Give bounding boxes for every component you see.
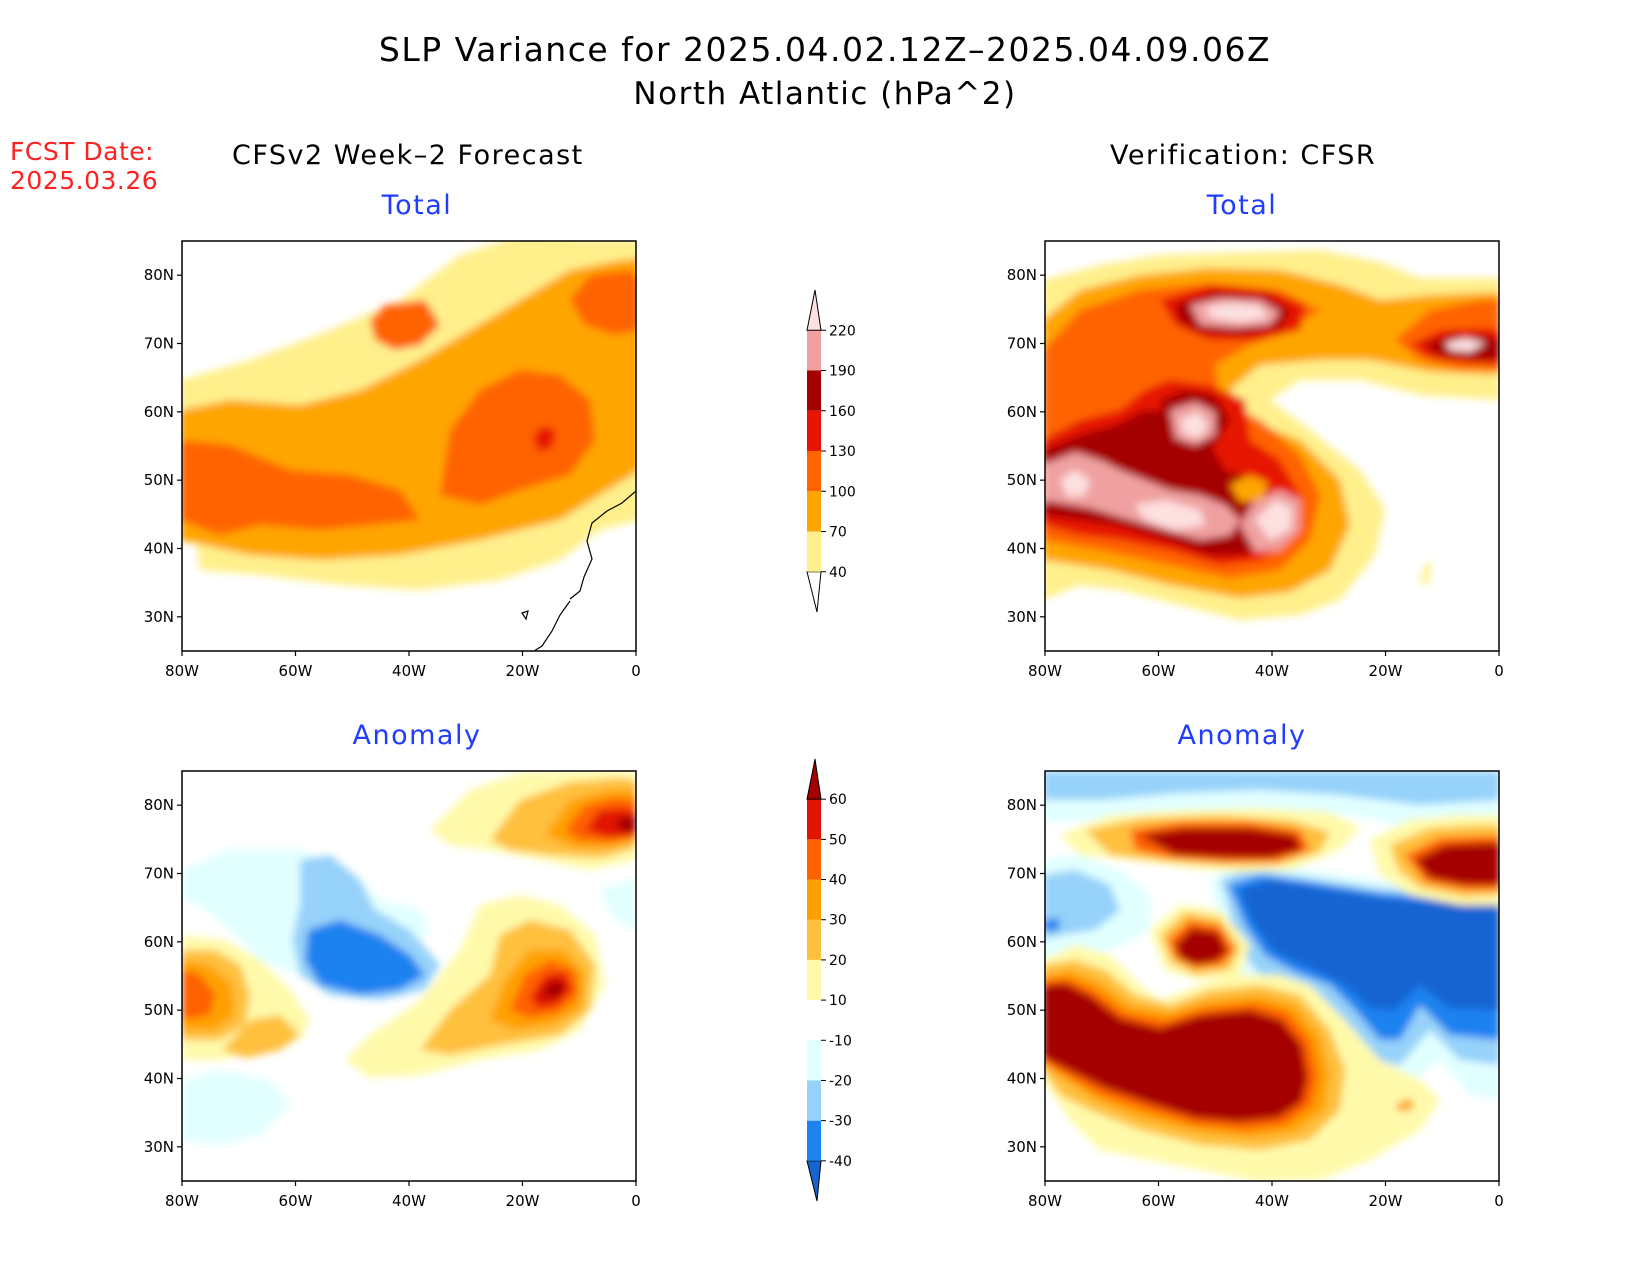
lon-tick-label: 20W bbox=[506, 1192, 540, 1210]
lat-tick-label: 30N bbox=[1007, 1138, 1037, 1156]
colorbar-swatch bbox=[807, 1120, 821, 1161]
colorbar-label: -40 bbox=[829, 1154, 852, 1170]
panel-title-verification-total: Total bbox=[1206, 190, 1278, 221]
lon-tick-label: 60W bbox=[1142, 662, 1176, 680]
forecast-date-label: FCST Date: 2025.03.26 bbox=[10, 137, 158, 195]
lat-tick-label: 70N bbox=[144, 865, 174, 883]
lon-tick-label: 60W bbox=[1142, 1192, 1176, 1210]
colorbar-swatch bbox=[807, 330, 821, 371]
lat-tick-label: 50N bbox=[1007, 1001, 1037, 1019]
lat-tick-label: 40N bbox=[144, 1070, 174, 1088]
lat-tick-label: 40N bbox=[144, 540, 174, 558]
lat-tick-label: 50N bbox=[144, 1001, 174, 1019]
lon-tick-label: 20W bbox=[506, 662, 540, 680]
colorbar-swatch bbox=[807, 959, 821, 1001]
lat-tick-label: 30N bbox=[144, 608, 174, 626]
panel-verification-total bbox=[1044, 240, 1500, 652]
colorbar-swatch bbox=[806, 289, 822, 331]
lat-tick-label: 30N bbox=[1007, 608, 1037, 626]
colorbar-label: 100 bbox=[829, 484, 856, 500]
panel-title-forecast-anomaly: Anomaly bbox=[352, 720, 482, 751]
colorbar-anomaly: -40 -30 -20 -10 10 20 30 40 50 60 bbox=[806, 758, 852, 1202]
colorbar-swatch bbox=[806, 1160, 822, 1202]
colorbar-swatch bbox=[807, 451, 821, 492]
lon-tick-label: 0 bbox=[631, 1192, 641, 1210]
lat-tick-label: 80N bbox=[144, 796, 174, 814]
lon-tick-label: 0 bbox=[1494, 1192, 1504, 1210]
lat-tick-label: 50N bbox=[1007, 471, 1037, 489]
colorbar-total: 40 70 100 130 160 190 220 bbox=[806, 289, 856, 613]
colorbar-label: 190 bbox=[829, 364, 856, 380]
lat-tick-label: 60N bbox=[144, 403, 174, 421]
panel-title-verification-anomaly: Anomaly bbox=[1177, 720, 1307, 751]
lon-tick-label: 80W bbox=[165, 662, 199, 680]
lat-tick-label: 80N bbox=[144, 266, 174, 284]
lon-tick-label: 20W bbox=[1369, 1192, 1403, 1210]
colorbar-swatch bbox=[807, 410, 821, 451]
colorbar-swatch bbox=[807, 799, 821, 840]
colorbar-label: -30 bbox=[829, 1114, 852, 1130]
colorbar-swatch bbox=[807, 370, 821, 411]
main-title: SLP Variance for 2025.04.02.12Z–2025.04.… bbox=[378, 30, 1272, 69]
panel-forecast-total bbox=[181, 240, 637, 652]
colorbar-label: 60 bbox=[829, 792, 847, 808]
lon-tick-label: 40W bbox=[392, 662, 426, 680]
lon-tick-label: 40W bbox=[1255, 662, 1289, 680]
colorbar-label: 160 bbox=[829, 404, 856, 420]
colorbar-swatch bbox=[806, 571, 822, 613]
lat-tick-label: 70N bbox=[1007, 335, 1037, 353]
colorbar-label: -10 bbox=[829, 1033, 852, 1049]
colorbar-swatch bbox=[807, 1000, 821, 1041]
lat-tick-label: 30N bbox=[144, 1138, 174, 1156]
lon-tick-label: 0 bbox=[631, 662, 641, 680]
colorbar-label: 50 bbox=[829, 832, 847, 848]
lat-tick-label: 40N bbox=[1007, 1070, 1037, 1088]
lat-tick-label: 50N bbox=[144, 471, 174, 489]
colorbar-swatch bbox=[807, 879, 821, 920]
lat-tick-label: 60N bbox=[1007, 403, 1037, 421]
lat-tick-label: 80N bbox=[1007, 266, 1037, 284]
lat-tick-label: 40N bbox=[1007, 540, 1037, 558]
lat-tick-label: 70N bbox=[1007, 865, 1037, 883]
lon-tick-label: 40W bbox=[392, 1192, 426, 1210]
colorbar-swatch bbox=[807, 491, 821, 532]
colorbar-label: 20 bbox=[829, 953, 847, 969]
lon-tick-label: 60W bbox=[279, 662, 313, 680]
colorbar-label: 130 bbox=[829, 444, 856, 460]
lat-tick-label: 70N bbox=[144, 335, 174, 353]
panel-verification-anomaly bbox=[1044, 770, 1500, 1182]
verification-column-header: Verification: CFSR bbox=[1110, 140, 1377, 171]
lon-tick-label: 40W bbox=[1255, 1192, 1289, 1210]
lon-tick-label: 20W bbox=[1369, 662, 1403, 680]
colorbar-label: -20 bbox=[829, 1073, 852, 1089]
panel-title-forecast-total: Total bbox=[381, 190, 453, 221]
panel-forecast-anomaly bbox=[181, 770, 637, 1182]
lat-tick-label: 80N bbox=[1007, 796, 1037, 814]
colorbar-label: 30 bbox=[829, 913, 847, 929]
colorbar-label: 70 bbox=[829, 525, 847, 541]
lat-tick-label: 60N bbox=[1007, 933, 1037, 951]
colorbar-swatch bbox=[807, 919, 821, 960]
colorbar-label: 40 bbox=[829, 565, 847, 581]
colorbar-swatch bbox=[807, 1080, 821, 1121]
main-subtitle: North Atlantic (hPa^2) bbox=[633, 76, 1017, 112]
colorbar-swatch bbox=[806, 758, 822, 800]
lon-tick-label: 60W bbox=[279, 1192, 313, 1210]
forecast-column-header: CFSv2 Week–2 Forecast bbox=[232, 140, 584, 171]
colorbar-label: 40 bbox=[829, 873, 847, 889]
colorbar-label: 220 bbox=[829, 323, 856, 339]
colorbar-swatch bbox=[807, 1040, 821, 1081]
lon-tick-label: 80W bbox=[1028, 662, 1062, 680]
colorbar-label: 10 bbox=[829, 993, 847, 1009]
axis-labels: 80W 60W 40W 20W 0 80N 70N 60N 50N 40N 30N 80W 60W 40W… bbox=[144, 266, 1504, 1210]
colorbar-swatch bbox=[807, 839, 821, 880]
forecast-date-value: 2025.03.26 bbox=[10, 166, 159, 195]
colorbar-swatch bbox=[807, 531, 821, 572]
lon-tick-label: 0 bbox=[1494, 662, 1504, 680]
lon-tick-label: 80W bbox=[165, 1192, 199, 1210]
lon-tick-label: 80W bbox=[1028, 1192, 1062, 1210]
forecast-date-caption: FCST Date: bbox=[10, 137, 155, 166]
lat-tick-label: 60N bbox=[144, 933, 174, 951]
